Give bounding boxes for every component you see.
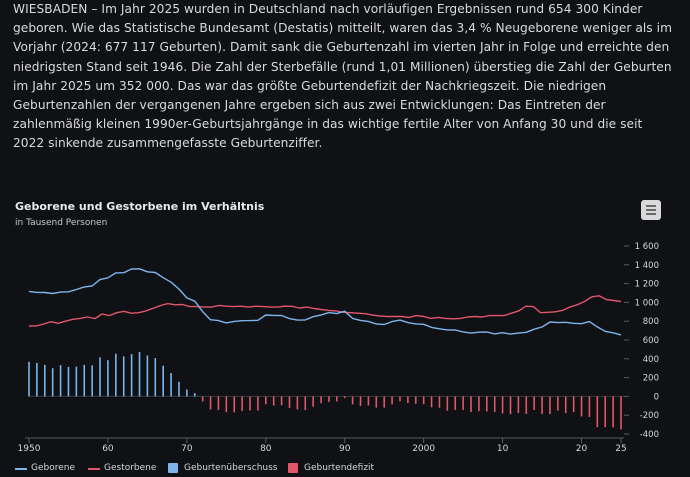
- hamburger-menu-icon: [646, 209, 656, 211]
- x-tick-label: 70: [181, 444, 193, 454]
- chart-container: Geborene und Gestorbene im Verhältnis in…: [0, 190, 690, 477]
- article-text: WIESBADEN – Im Jahr 2025 wurden in Deuts…: [13, 2, 672, 151]
- x-tick-label: 10: [497, 444, 509, 454]
- x-tick-label: 2000: [412, 444, 435, 454]
- line-gestorbene: [28, 295, 622, 327]
- y-tick-label: -400: [640, 430, 659, 440]
- x-tick-label: 60: [102, 444, 114, 454]
- legend-label-geburtenueberschuss: Geburtenüberschuss: [184, 463, 278, 473]
- x-tick-label: 1950: [18, 444, 41, 454]
- legend-line-gestorbene-swatch: [88, 468, 100, 470]
- line-geborene: [28, 268, 622, 336]
- legend-label-geborene: Geborene: [31, 463, 76, 473]
- legend-box-geburtendefizit-swatch: [288, 463, 298, 473]
- y-tick-label: 1 400: [635, 261, 659, 271]
- y-tick-label: 1 000: [635, 298, 659, 308]
- legend-label-gestorbene: Gestorbene: [104, 463, 157, 473]
- chart-title: Geborene und Gestorbene im Verhältnis: [15, 200, 265, 213]
- y-tick-label: 200: [643, 374, 659, 384]
- y-tick-label: 1 600: [635, 242, 659, 252]
- hamburger-menu-icon: [646, 205, 656, 207]
- article-paragraph-container: WIESBADEN – Im Jahr 2025 wurden in Deuts…: [13, 0, 673, 154]
- y-tick-label: -200: [640, 411, 659, 421]
- y-tick-label: 1 200: [635, 280, 659, 290]
- x-tick-label: 25: [615, 444, 626, 454]
- legend-line-geborene-swatch: [15, 468, 27, 470]
- legend-box-geburtenueberschuss-swatch: [168, 463, 178, 473]
- x-tick-label: 90: [339, 444, 351, 454]
- y-tick-label: 600: [643, 336, 659, 346]
- x-tick-label: 20: [576, 444, 588, 454]
- legend-label-geburtendefizit: Geburtendefizit: [304, 463, 375, 473]
- chart-subtitle: in Tausend Personen: [15, 218, 108, 228]
- x-tick-label: 80: [260, 444, 272, 454]
- hamburger-menu-icon: [646, 213, 656, 215]
- y-tick-label: 0: [654, 392, 659, 402]
- y-tick-label: 800: [643, 317, 659, 327]
- y-tick-label: 400: [643, 355, 659, 365]
- chart-menu-button[interactable]: [641, 200, 661, 220]
